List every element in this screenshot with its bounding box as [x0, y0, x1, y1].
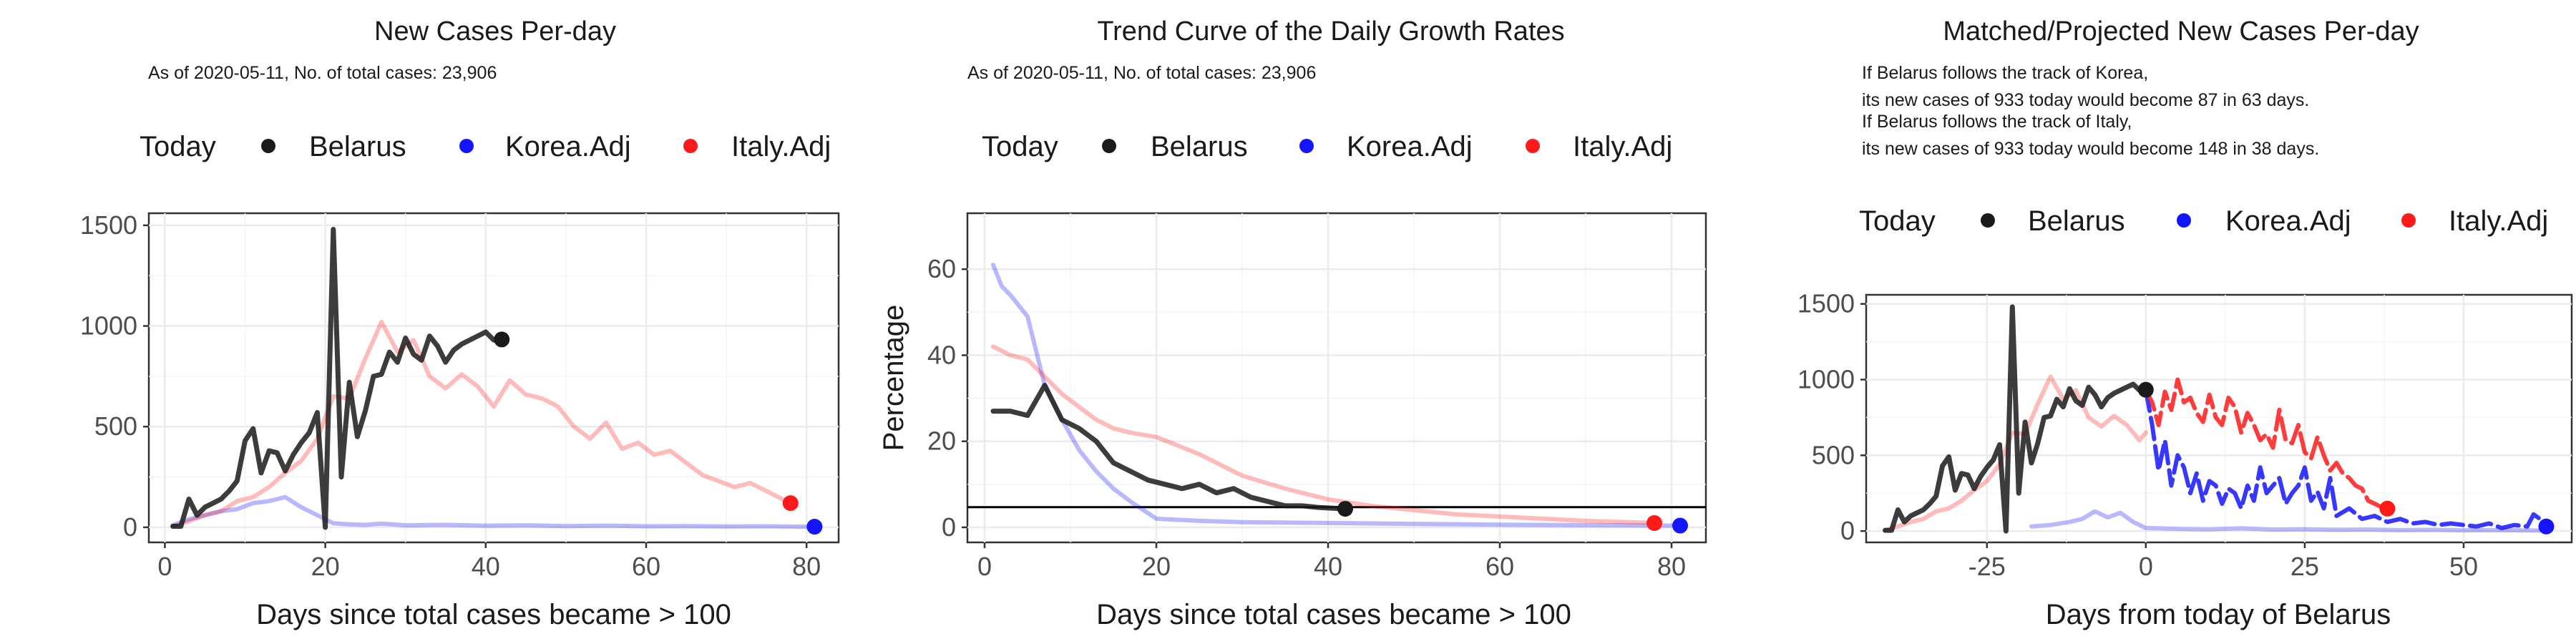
today-point-italy-adj — [2379, 500, 2396, 517]
y-tick-label: 0 — [123, 512, 137, 542]
plot-border — [966, 212, 1707, 544]
panel-title: Matched/Projected New Cases Per-day — [1943, 16, 2419, 47]
panel-subtitle-line-2: its new cases of 933 today would become … — [1862, 90, 2309, 110]
plot-border — [1865, 293, 2573, 544]
x-axis-label: Days since total cases became > 100 — [256, 599, 731, 630]
series-layer — [967, 263, 1706, 534]
legend-label-belarus: Belarus — [1151, 131, 1248, 162]
legend: Today Belarus Korea.Adj Italy.Adj — [140, 131, 831, 162]
y-tick-label: 1500 — [80, 210, 137, 240]
today-point-italy-adj — [1646, 514, 1662, 531]
series-line-belarus — [990, 383, 1348, 512]
legend-key-korea — [1299, 139, 1314, 153]
legend-key-korea — [459, 139, 474, 153]
legend-label-korea: Korea.Adj — [1347, 131, 1473, 162]
y-tick-label: 1000 — [80, 311, 137, 341]
panel-subtitle: As of 2020-05-11, No. of total cases: 23… — [148, 63, 497, 83]
legend-label-italy: Italy.Adj — [2449, 205, 2548, 237]
legend-key-korea — [2177, 213, 2191, 228]
x-tick-label: 40 — [472, 552, 500, 581]
today-point-korea-adj — [2538, 518, 2555, 535]
legend-label-korea: Korea.Adj — [2225, 205, 2351, 237]
series-line-belarus — [1883, 304, 2149, 534]
legend-key-belarus — [1981, 213, 1995, 228]
today-point-belarus — [1337, 501, 1353, 517]
series-line-italy-adj-projected — [2143, 377, 2390, 511]
panel-subtitle: As of 2020-05-11, No. of total cases: 23… — [967, 63, 1316, 83]
plot-border — [147, 212, 840, 544]
x-axis-label: Days from today of Belarus — [2046, 599, 2391, 630]
panel-title: Trend Curve of the Daily Growth Rates — [1097, 16, 1564, 47]
x-tick-label: 25 — [2290, 552, 2319, 581]
x-tick-label: 0 — [977, 552, 992, 581]
panel-subtitle-line-4: its new cases of 933 today would become … — [1862, 139, 2319, 159]
x-tick-label: 80 — [1657, 552, 1686, 581]
today-point-korea-adj — [806, 519, 823, 535]
series-line-belarus — [170, 227, 504, 530]
today-point-korea-adj — [1672, 517, 1688, 534]
panel-projected: Matched/Projected New Cases Per-day If B… — [1797, 16, 2573, 630]
y-tick-label: 500 — [1812, 440, 1855, 469]
legend-key-belarus — [1102, 139, 1116, 153]
legend-key-belarus — [261, 139, 275, 153]
tick-labels: 0 20 40 60 80 0 20 40 60 — [927, 254, 1686, 581]
legend-label-italy: Italy.Adj — [731, 131, 831, 162]
today-point-belarus — [2137, 381, 2154, 398]
y-tick-label: 0 — [942, 512, 956, 542]
legend-key-italy — [683, 139, 698, 153]
today-point-italy-adj — [782, 495, 799, 512]
series-layer — [170, 227, 823, 535]
series-line-korea-adj — [991, 263, 1682, 528]
legend-title: Today — [982, 131, 1058, 162]
x-tick-label: 20 — [311, 552, 340, 581]
y-tick-label: 40 — [927, 340, 956, 369]
series-line-korea-adj — [2029, 509, 2549, 533]
series-line-italy-adj — [991, 344, 1657, 525]
tick-labels: 0 20 40 60 80 0 500 1000 1500 — [80, 210, 821, 581]
x-tick-label: 40 — [1314, 552, 1342, 581]
gridlines — [967, 213, 1706, 542]
x-tick-label: 60 — [1485, 552, 1514, 581]
y-tick-label: 1000 — [1797, 365, 1855, 394]
y-axis-label: Percentage — [878, 305, 909, 452]
legend: Today Belarus Korea.Adj Italy.Adj — [982, 131, 1672, 162]
panel-subtitle-line-1: If Belarus follows the track of Korea, — [1862, 63, 2148, 83]
panel-title: New Cases Per-day — [374, 16, 616, 47]
x-tick-label: 0 — [157, 552, 172, 581]
legend-label-belarus: Belarus — [309, 131, 406, 162]
y-tick-label: 1500 — [1797, 289, 1855, 318]
panel-subtitle-line-3: If Belarus follows the track of Italy, — [1862, 112, 2132, 132]
series-line-italy-adj — [170, 319, 793, 529]
legend-label-korea: Korea.Adj — [505, 131, 631, 162]
x-tick-label: -25 — [1968, 552, 2006, 581]
panel-new-cases: New Cases Per-day As of 2020-05-11, No. … — [80, 16, 840, 630]
gridlines — [149, 213, 839, 542]
x-tick-label: 50 — [2449, 552, 2478, 581]
today-point-belarus — [494, 331, 510, 348]
legend-label-italy: Italy.Adj — [1573, 131, 1672, 162]
panel-growth-rates: Trend Curve of the Daily Growth Rates As… — [878, 16, 1707, 630]
x-tick-label: 60 — [632, 552, 660, 581]
series-line-korea-adj — [170, 494, 817, 530]
legend-title: Today — [140, 131, 216, 162]
x-tick-label: 20 — [1142, 552, 1171, 581]
x-tick-label: 0 — [2139, 552, 2153, 581]
series-layer — [1883, 304, 2555, 535]
legend-title: Today — [1859, 205, 1936, 237]
legend-key-italy — [2401, 213, 2416, 228]
y-tick-label: 60 — [927, 254, 956, 283]
y-tick-label: 0 — [1840, 516, 1855, 545]
x-tick-label: 80 — [792, 552, 821, 581]
legend-label-belarus: Belarus — [2028, 205, 2125, 237]
y-tick-label: 20 — [927, 426, 956, 456]
y-tick-label: 500 — [94, 411, 137, 441]
x-axis-label: Days since total cases became > 100 — [1096, 599, 1571, 630]
legend-key-italy — [1526, 139, 1540, 153]
legend: Today Belarus Korea.Adj Italy.Adj — [1859, 205, 2548, 237]
series-line-korea-adj-projected — [2143, 387, 2549, 530]
